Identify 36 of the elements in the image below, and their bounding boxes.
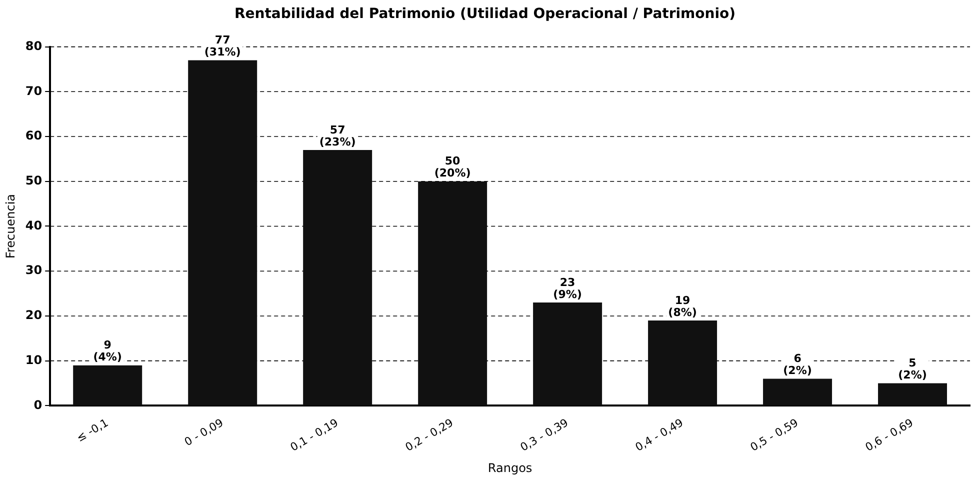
bar [73, 365, 142, 406]
data-label: 23 (9%) [553, 276, 582, 301]
data-label: 6 (2%) [783, 352, 812, 378]
y-tick-label: 50 [25, 174, 42, 188]
x-tick-label: 0 - 0,09 [182, 416, 226, 449]
x-tick-label: 0,1 - 0,19 [288, 416, 340, 454]
data-label: 57 (23%) [319, 123, 356, 148]
bar [533, 302, 602, 406]
y-axis-title: Frecuencia [3, 194, 18, 259]
x-tick-label: 0,5 - 0,59 [748, 416, 800, 454]
y-tick-label: 20 [25, 308, 42, 322]
y-tick-label: 60 [25, 128, 42, 143]
bar [418, 181, 488, 406]
y-tick-label: 40 [25, 218, 42, 232]
x-tick-label: 0,2 - 0,29 [403, 416, 456, 454]
bar [648, 320, 718, 406]
data-label: 5 (2%) [898, 356, 927, 382]
x-tick-label: 0,6 - 0,69 [863, 416, 916, 454]
y-tick-label: 10 [25, 352, 42, 367]
y-tick-label: 80 [25, 38, 42, 53]
chart-title: Rentabilidad del Patrimonio (Utilidad Operacional / Patrimonio) [234, 6, 736, 22]
y-tick-label: 0 [34, 398, 42, 412]
bar [303, 150, 372, 406]
x-tick-label: ≤ -0,1 [74, 416, 111, 445]
bar [878, 383, 948, 406]
x-tick-label: 0,4 - 0,49 [633, 416, 686, 454]
x-tick-label: 0,3 - 0,39 [518, 416, 570, 454]
x-axis-title: Rangos [488, 460, 532, 475]
bar [763, 378, 832, 406]
data-label: 77 (31%) [204, 34, 241, 59]
data-label: 19 (8%) [668, 294, 697, 319]
bar [188, 60, 258, 406]
data-label: 9 (4%) [93, 338, 122, 364]
data-label: 50 (20%) [434, 154, 471, 180]
y-tick-label: 70 [25, 84, 42, 98]
y-tick-label: 30 [25, 263, 42, 278]
